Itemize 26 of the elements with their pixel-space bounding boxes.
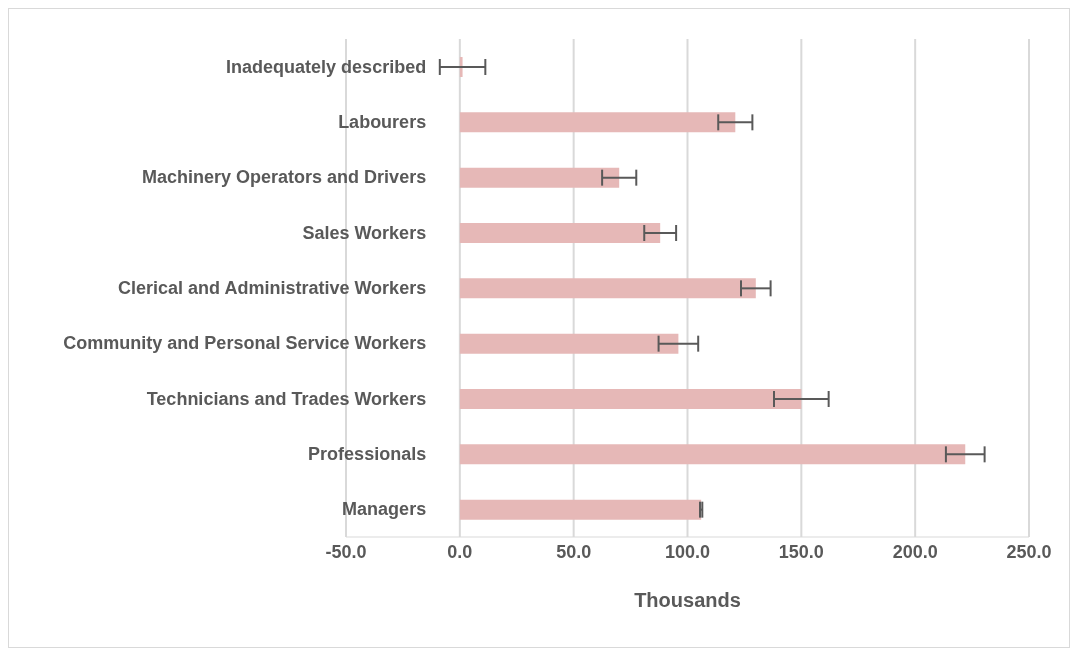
x-tick-label: 50.0 xyxy=(556,541,592,562)
y-tick-label: Managers xyxy=(342,499,427,520)
y-tick-label: Community and Personal Service Workers xyxy=(63,333,427,354)
x-tick-label: 250.0 xyxy=(1006,541,1052,562)
y-tick-label: Inadequately described xyxy=(226,56,427,77)
y-tick-label: Labourers xyxy=(338,112,427,132)
x-tick-label: 0.0 xyxy=(447,541,473,562)
bar xyxy=(459,499,702,520)
x-tick-label: 100.0 xyxy=(664,541,711,562)
bar xyxy=(459,333,679,354)
bar xyxy=(459,389,802,409)
y-tick-label: Professionals xyxy=(308,444,427,464)
bar xyxy=(459,444,966,465)
x-axis-title: Thousands xyxy=(634,589,741,611)
bar xyxy=(459,112,736,133)
y-tick-label: Technicians and Trades Workers xyxy=(146,388,427,409)
y-tick-label: Sales Workers xyxy=(302,222,427,243)
x-tick-label: 200.0 xyxy=(892,541,938,562)
x-tick-label: 150.0 xyxy=(778,541,824,562)
bar xyxy=(459,278,756,299)
bar xyxy=(459,223,661,243)
bar xyxy=(459,167,620,188)
y-tick-label: Clerical and Administrative Workers xyxy=(118,278,427,298)
y-tick-label: Machinery Operators and Drivers xyxy=(142,167,427,188)
x-tick-label: -50.0 xyxy=(325,541,367,562)
bar xyxy=(459,57,463,77)
